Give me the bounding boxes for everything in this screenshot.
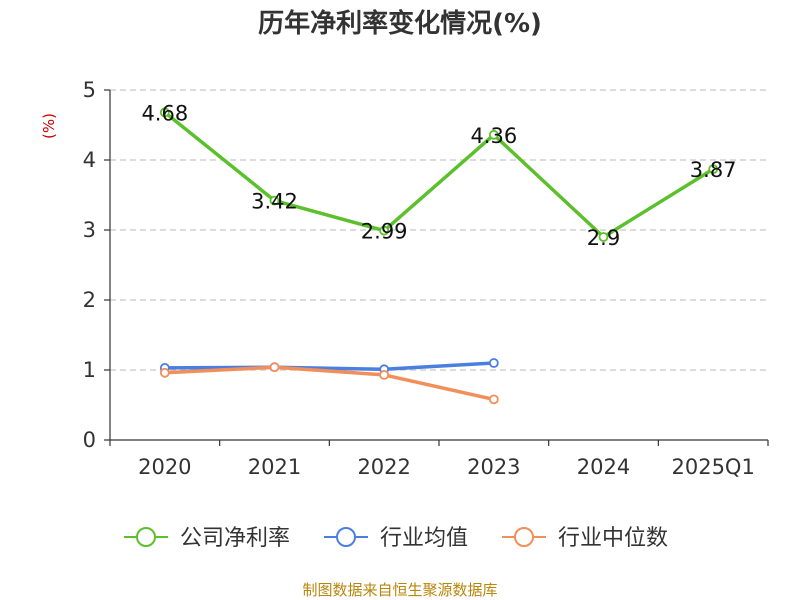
data-label: 3.87 [690, 158, 737, 182]
x-tick-label: 2021 [248, 455, 301, 479]
legend-marker [136, 527, 156, 547]
x-tick-label: 2024 [577, 455, 630, 479]
x-tick-label: 2025Q1 [671, 455, 754, 479]
legend: 公司净利率 行业均值 行业中位数 [124, 526, 668, 551]
legend-label: 行业均值 [380, 526, 468, 551]
x-tick-label: 2020 [138, 455, 191, 479]
y-tick-label: 0 [83, 428, 96, 452]
series-line [164, 365, 495, 402]
y-tick-label: 3 [83, 218, 96, 242]
data-point [159, 367, 170, 378]
data-point [708, 164, 719, 175]
x-tick-label: 2023 [467, 455, 520, 479]
legend-label: 公司净利率 [180, 526, 290, 551]
series-line [164, 361, 494, 372]
axes: 0 1 2 3 4 5 2020 2021 2022 2023 2024 2025Q1 [83, 78, 769, 479]
legend-marker [514, 527, 534, 547]
data-label: 4.36 [470, 124, 517, 148]
data-point [269, 195, 280, 206]
data-point [488, 129, 499, 140]
legend-marker [336, 527, 356, 547]
data-label: 2.99 [361, 220, 408, 244]
legend-item-1: 行业均值 [324, 526, 468, 551]
data-point [379, 369, 390, 380]
source-note: 制图数据来自恒生聚源数据库 [302, 581, 497, 599]
series-2 [159, 362, 499, 405]
y-axis-label: (%) [40, 113, 58, 139]
legend-item-0: 公司净利率 [124, 526, 290, 551]
legend-item-2: 行业中位数 [502, 526, 668, 551]
legend-label: 行业中位数 [558, 526, 668, 551]
data-point [379, 225, 390, 236]
y-tick-label: 4 [83, 148, 96, 172]
series-group [159, 107, 719, 405]
data-point [488, 394, 499, 405]
y-tick-label: 5 [83, 78, 96, 102]
x-tick-label: 2022 [357, 455, 410, 479]
data-point [159, 107, 170, 118]
data-point [488, 358, 499, 368]
data-label: 4.68 [141, 101, 188, 125]
data-labels: 4.68 3.42 2.99 4.36 2.9 3.87 [141, 101, 736, 250]
grid-lines [110, 89, 768, 371]
data-label: 3.42 [251, 190, 298, 214]
series-line [163, 111, 715, 239]
data-point [598, 232, 609, 242]
chart-title: 历年净利率变化情况(%) [258, 8, 542, 39]
data-point [269, 362, 280, 373]
data-label: 2.9 [587, 226, 620, 250]
y-tick-label: 1 [83, 358, 96, 382]
y-tick-label: 2 [83, 288, 96, 312]
series-0 [159, 107, 719, 242]
